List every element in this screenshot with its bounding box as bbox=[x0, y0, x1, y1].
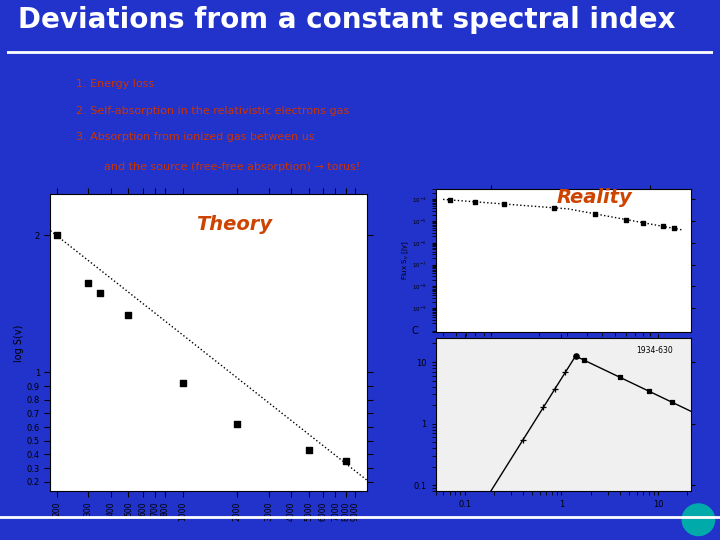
Point bbox=[498, 200, 509, 208]
Text: 1. Energy loss: 1. Energy loss bbox=[76, 79, 155, 89]
Point bbox=[83, 279, 94, 288]
Point bbox=[50, 231, 62, 240]
Point bbox=[549, 385, 560, 394]
Point bbox=[122, 310, 134, 319]
Point bbox=[590, 210, 601, 218]
Point bbox=[549, 204, 560, 212]
Text: Reality: Reality bbox=[556, 188, 632, 207]
Text: Deviations from a constant spectral index: Deviations from a constant spectral inde… bbox=[18, 6, 675, 34]
Point bbox=[231, 420, 243, 429]
Y-axis label: log S(v): log S(v) bbox=[14, 324, 24, 362]
Text: and the source (free-free absorption) → torus!: and the source (free-free absorption) → … bbox=[76, 161, 361, 172]
Point bbox=[643, 387, 654, 395]
Point bbox=[303, 446, 315, 455]
Point bbox=[444, 195, 455, 204]
Point bbox=[340, 457, 351, 465]
Point bbox=[667, 398, 678, 407]
Circle shape bbox=[682, 504, 714, 536]
Point bbox=[94, 288, 106, 297]
Text: 3. Absorption from ionized gas between us: 3. Absorption from ionized gas between u… bbox=[76, 132, 315, 143]
Point bbox=[177, 379, 189, 388]
Point bbox=[614, 373, 626, 381]
Point bbox=[578, 356, 590, 364]
Point bbox=[517, 436, 528, 444]
Text: C: C bbox=[412, 326, 418, 336]
Text: 2. Self-absorption in the relativistic electrons gas: 2. Self-absorption in the relativistic e… bbox=[76, 106, 350, 116]
Point bbox=[668, 224, 680, 233]
Text: 1934-630: 1934-630 bbox=[636, 346, 673, 355]
Point bbox=[637, 218, 649, 227]
Point bbox=[620, 215, 631, 224]
Point bbox=[657, 222, 669, 231]
Point bbox=[559, 368, 571, 376]
Point bbox=[538, 403, 549, 412]
Point bbox=[469, 198, 481, 206]
Text: Theory: Theory bbox=[196, 215, 272, 234]
Y-axis label: Flux S$_v$ [Jy]: Flux S$_v$ [Jy] bbox=[400, 241, 410, 280]
Point bbox=[570, 352, 581, 360]
